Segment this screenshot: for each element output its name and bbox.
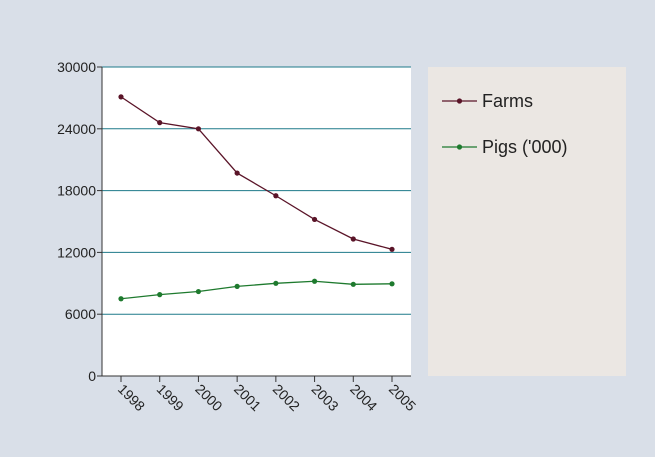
data-point-1-1: [157, 292, 163, 298]
x-tick-label: 1999: [154, 381, 187, 414]
x-tick-label: 2005: [386, 381, 419, 414]
series-layer: [118, 94, 395, 302]
legend-label-1: Pigs ('000): [482, 137, 567, 157]
data-point-1-5: [311, 278, 318, 284]
legend-box: [428, 67, 626, 376]
x-tick-label: 1998: [115, 381, 148, 414]
y-tick-label: 12000: [57, 244, 96, 260]
data-point-0-7: [389, 246, 395, 252]
legend-marker-0: [456, 98, 463, 104]
data-point-1-2: [195, 288, 202, 295]
x-tick-label: 2003: [308, 381, 341, 414]
data-point-0-0: [118, 94, 124, 100]
data-point-0-6: [350, 236, 356, 242]
series-line-1: [120, 280, 393, 300]
data-point-0-5: [311, 216, 318, 223]
x-tick-label: 2000: [192, 381, 225, 414]
y-tick-label: 18000: [57, 183, 96, 199]
data-point-1-6: [350, 281, 356, 287]
y-tick-label: 6000: [65, 306, 96, 322]
y-tick-labels: 0 6000 12000 18000 24000 30000: [57, 59, 102, 384]
data-point-1-4: [273, 280, 279, 286]
series-0: [118, 94, 395, 252]
data-point-0-3: [234, 170, 240, 176]
legend-entry-0: Farms: [442, 91, 533, 111]
data-point-1-7: [389, 281, 395, 287]
data-point-1-3: [234, 283, 240, 289]
data-point-0-1: [157, 120, 163, 126]
legend: Farms Pigs ('000): [442, 91, 567, 157]
x-tick-label: 2002: [270, 381, 303, 414]
x-tick-label: 2004: [347, 381, 380, 414]
gridlines: [102, 66, 411, 315]
data-point-0-2: [195, 126, 202, 132]
data-point-1-0: [118, 296, 124, 302]
y-tick-label: 0: [88, 368, 96, 384]
data-point-0-4: [273, 193, 279, 199]
y-tick-label: 24000: [57, 121, 96, 137]
plot-area: [102, 67, 411, 376]
y-tick-label: 30000: [57, 59, 96, 75]
legend-marker-1: [456, 144, 463, 150]
axes: [101, 67, 411, 377]
legend-entry-1: Pigs ('000): [442, 137, 567, 157]
series-line-0: [120, 96, 393, 250]
legend-label-0: Farms: [482, 91, 533, 111]
series-1: [118, 278, 395, 302]
x-tick-labels: 1998 1999 2000 2001 2002 2003 2004 2005: [115, 376, 419, 414]
x-tick-label: 2001: [231, 381, 264, 414]
